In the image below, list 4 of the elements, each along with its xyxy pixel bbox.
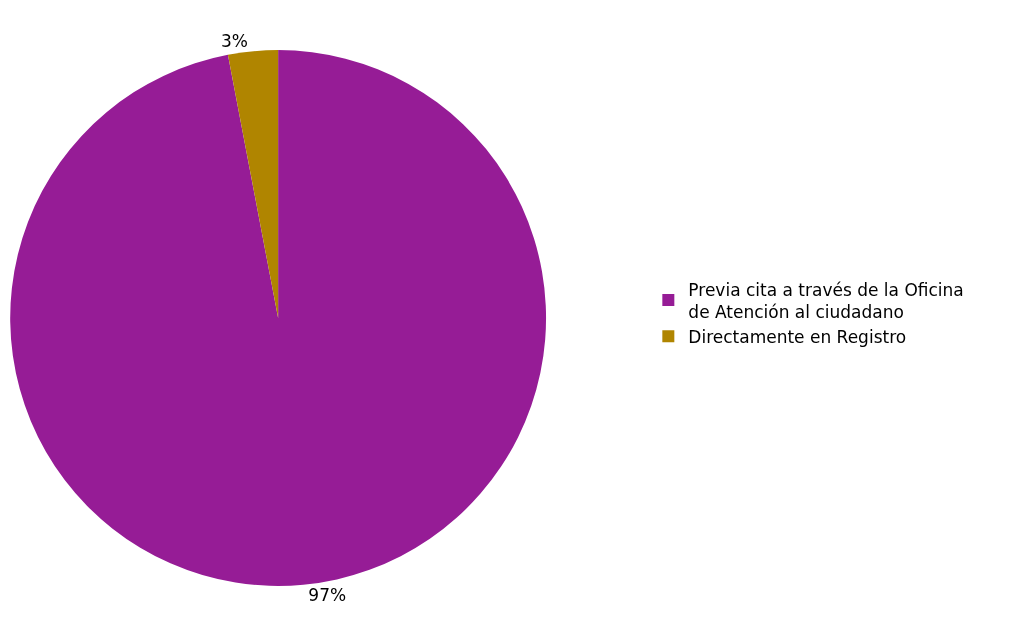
data-label: 3%	[220, 31, 248, 52]
legend-label: Directamente en Registro	[688, 326, 907, 347]
data-label: 97%	[308, 584, 347, 605]
legend-label: Previa cita a través de la Oficina de Atención al ciudadano	[688, 279, 964, 322]
